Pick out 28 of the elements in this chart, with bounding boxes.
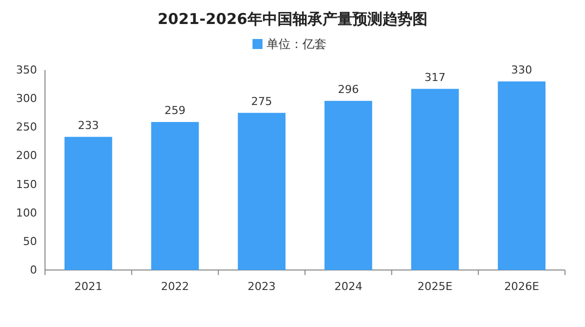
- y-tick-label: 250: [16, 120, 37, 134]
- x-tick-label: 2023: [248, 280, 276, 293]
- bar: [238, 112, 286, 270]
- y-tick-label: 100: [16, 206, 37, 220]
- y-tick-label: 150: [16, 178, 37, 191]
- y-tick-label: 300: [16, 92, 37, 106]
- data-label: 275: [251, 94, 272, 108]
- bar: [411, 88, 459, 270]
- x-tick-label: 2021: [74, 280, 102, 293]
- bar: [324, 100, 372, 270]
- chart-title: 2021-2026年中国轴承产量预测趋势图: [158, 10, 428, 28]
- data-label: 317: [424, 70, 446, 84]
- bar: [151, 122, 199, 270]
- x-tick-label: 2024: [334, 280, 362, 293]
- y-tick-label: 200: [16, 149, 37, 162]
- y-tick-label: 50: [23, 234, 37, 248]
- data-label: 259: [164, 104, 186, 117]
- y-tick-label: 0: [30, 264, 37, 276]
- x-tick-label: 2025E: [418, 280, 453, 293]
- x-tick-label: 2026E: [504, 280, 540, 293]
- legend-label: 单位：亿套: [266, 37, 326, 51]
- y-tick-label: 350: [16, 64, 37, 76]
- data-label: 296: [338, 82, 359, 96]
- bar: [64, 136, 112, 270]
- data-label: 233: [78, 118, 99, 132]
- data-label: 330: [511, 63, 532, 76]
- bar: [498, 81, 546, 270]
- x-tick-label: 2022: [161, 280, 189, 293]
